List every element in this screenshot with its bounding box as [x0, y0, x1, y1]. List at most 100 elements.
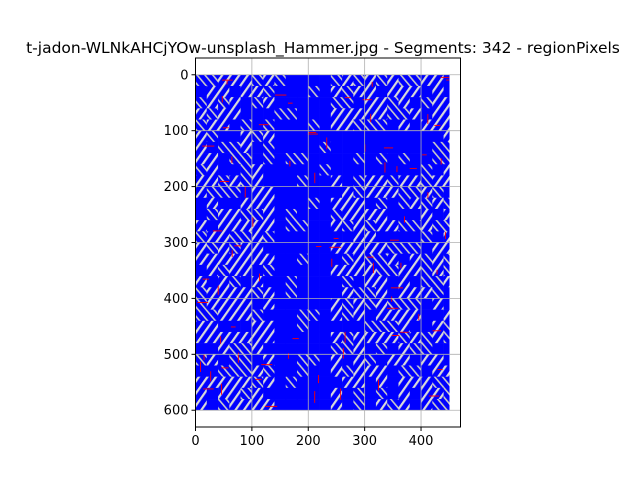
segment-cell	[319, 287, 332, 299]
segment-boundaries	[197, 76, 450, 407]
segment-cell	[240, 320, 253, 333]
segment-cell	[195, 242, 208, 254]
segment-cell	[251, 119, 264, 131]
segment-cell	[229, 264, 241, 277]
segment-cell	[296, 164, 309, 176]
segment-cell	[229, 108, 241, 120]
segment-cell	[421, 365, 433, 377]
segment-cell	[218, 164, 230, 176]
segment-cell	[296, 85, 309, 98]
segment-cell	[421, 130, 433, 143]
segment-cell	[319, 276, 332, 288]
y-tick-label: 400	[164, 292, 189, 307]
segment-cell	[443, 365, 450, 377]
segment-cell	[274, 130, 287, 143]
segment-cell	[218, 85, 230, 98]
segment-cell	[443, 186, 450, 199]
segment-cell	[263, 108, 275, 120]
segment-cell	[263, 365, 275, 377]
segment-cell	[218, 153, 230, 165]
segment-cell	[296, 242, 309, 254]
segment-cell	[263, 186, 275, 199]
segment-cell	[387, 264, 399, 277]
segment-cell	[285, 387, 298, 400]
segment-cell	[375, 309, 388, 322]
segment-cell	[421, 387, 433, 400]
segment-cell	[229, 197, 241, 210]
segment-cell	[274, 208, 287, 221]
segment-cell	[443, 85, 450, 98]
segment-cell	[342, 253, 354, 266]
chart-title: t-jadon-WLNkAHCjYOw-unsplash_Hammer.jpg …	[26, 39, 620, 58]
segment-cell	[353, 276, 365, 288]
segment-cell	[375, 376, 388, 389]
segment-cell	[398, 276, 411, 288]
segment-cell	[443, 141, 450, 154]
segment-cell	[398, 399, 411, 411]
segment-cell	[342, 320, 354, 333]
segment-cell	[330, 331, 343, 344]
segment-cell	[319, 85, 332, 98]
segment-cell	[342, 242, 354, 254]
segment-cell	[409, 186, 422, 199]
segment-cell	[229, 399, 241, 411]
segment-cell	[409, 85, 422, 98]
segment-cell	[319, 130, 332, 143]
segment-cell	[308, 309, 320, 322]
segment-cell	[342, 343, 354, 355]
segment-cell	[308, 108, 320, 120]
segment-cell	[240, 276, 253, 288]
segment-cell	[375, 119, 388, 131]
segment-cell	[387, 74, 399, 87]
segment-cell	[285, 399, 298, 411]
segment-cell	[342, 130, 354, 143]
segment-cell	[218, 343, 230, 355]
segment-cell	[330, 85, 343, 98]
segment-cell	[353, 354, 365, 366]
segment-cell	[421, 320, 433, 333]
segment-cell	[206, 253, 219, 266]
segment-cell	[387, 85, 399, 98]
segment-cell	[375, 331, 388, 344]
segment-cell	[330, 354, 343, 366]
segment-cell	[285, 231, 298, 243]
segment-cell	[387, 343, 399, 355]
segment-cell	[319, 97, 332, 109]
segment-cell	[240, 354, 253, 366]
segment-cell	[308, 387, 320, 400]
segment-cell	[319, 108, 332, 120]
segment-cell	[375, 153, 388, 165]
x-tick-label: 400	[409, 434, 434, 449]
segment-cell	[421, 164, 433, 176]
segment-cell	[443, 331, 450, 344]
segment-cell	[353, 74, 365, 87]
segment-cell	[432, 85, 444, 98]
segment-cell	[229, 208, 241, 221]
segment-cell	[274, 197, 287, 210]
segment-cell	[375, 108, 388, 120]
segment-cell	[195, 153, 208, 165]
segment-cell	[195, 287, 208, 299]
segment-cell	[206, 130, 219, 143]
segment-cell	[274, 141, 287, 154]
segment-cell	[342, 276, 354, 288]
segment-cell	[218, 208, 230, 221]
segment-cell	[398, 197, 411, 210]
segment-cell	[375, 130, 388, 143]
segment-cell	[251, 387, 264, 400]
segment-cell	[375, 253, 388, 266]
segment-cell	[263, 175, 275, 187]
segment-cell	[263, 242, 275, 254]
segment-cell	[285, 197, 298, 210]
segment-cell	[443, 175, 450, 187]
segment-cell	[364, 343, 377, 355]
segment-cell	[240, 153, 253, 165]
segment-cell	[251, 175, 264, 187]
segment-cell	[285, 119, 298, 131]
segment-cell	[398, 108, 411, 120]
segment-cell	[206, 108, 219, 120]
segment-cell	[263, 119, 275, 131]
segment-cell	[263, 276, 275, 288]
segment-cell	[240, 130, 253, 143]
